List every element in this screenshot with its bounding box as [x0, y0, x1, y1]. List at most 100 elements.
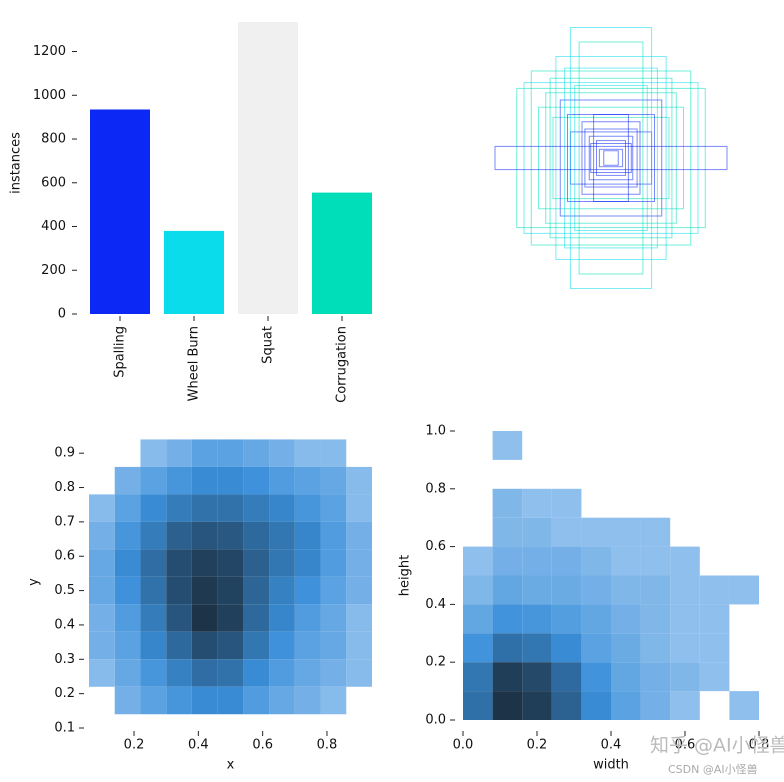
x-tick-label: 0.6	[675, 738, 696, 753]
hist-cell	[729, 633, 759, 662]
hist-cell	[522, 546, 552, 576]
hist-cell	[640, 517, 671, 547]
hist-cell	[581, 662, 611, 692]
hist-cell	[641, 431, 671, 460]
y-tick-label: 0.4	[425, 597, 446, 612]
hist-cell	[243, 439, 270, 467]
label-box	[564, 67, 658, 249]
hist-cell	[114, 494, 141, 522]
hist-cell	[243, 659, 270, 687]
hist-cell	[89, 631, 115, 660]
y-tick-label: 200	[41, 263, 66, 278]
label-box	[584, 128, 638, 188]
label-box	[559, 99, 663, 217]
hist-cell	[166, 686, 192, 715]
hist-cell	[700, 489, 730, 518]
hist-cell	[581, 633, 611, 663]
hist-cell	[699, 662, 730, 692]
x-tick-label: Wheel Burn	[187, 326, 202, 401]
y-tick-label: 0	[58, 307, 66, 322]
hist-cell	[640, 633, 671, 663]
label-box	[603, 150, 619, 166]
hist-cell	[346, 494, 372, 522]
hist-cell	[114, 576, 141, 605]
hist-cell	[551, 575, 582, 605]
label-box	[569, 27, 653, 289]
hist-cell	[700, 518, 730, 547]
hist-cell	[581, 489, 611, 518]
hist-cell	[140, 686, 167, 715]
hist-cell	[492, 488, 523, 518]
hist-cell	[492, 691, 523, 720]
hist-cell	[346, 521, 372, 550]
hist-cell	[191, 659, 218, 687]
hist-cell	[581, 460, 611, 489]
hist-cell	[729, 518, 759, 547]
hist-cell	[729, 431, 759, 460]
y-axis-label: height	[398, 555, 413, 596]
hist-cell	[492, 575, 523, 605]
hist-cell	[729, 575, 759, 605]
label-box	[588, 135, 634, 181]
bar	[312, 192, 372, 314]
hist-cell	[243, 576, 270, 605]
hist-cell	[463, 489, 493, 518]
x-tick-label: 0.4	[601, 738, 622, 753]
hist-cell	[140, 659, 167, 687]
label-box	[574, 85, 648, 231]
hist-cell	[140, 439, 167, 467]
hist-cell	[89, 521, 115, 550]
hist-cell	[700, 460, 730, 489]
label-box	[494, 145, 728, 171]
hist-cell	[166, 521, 192, 550]
y-tick-label: 0.4	[54, 617, 75, 632]
hist-cell	[670, 604, 700, 634]
hist-cell	[114, 686, 141, 715]
hist-cell	[670, 662, 700, 692]
hist-cell	[670, 546, 700, 576]
hist-cell	[89, 494, 115, 522]
x-tick-label: 0.8	[749, 738, 770, 753]
hist-cell	[191, 439, 218, 467]
hist-cell	[269, 659, 295, 687]
y-tick-label: 0.6	[54, 549, 75, 564]
y-tick-label: 0.5	[54, 583, 75, 598]
hist-cell	[346, 687, 372, 714]
y-tick-label: 0.2	[54, 686, 75, 701]
hist-cell	[320, 466, 347, 495]
hist-cell	[114, 604, 141, 632]
hist-cell	[611, 546, 641, 576]
x-axis-label: width	[593, 758, 629, 773]
hist-cell	[463, 460, 493, 489]
hist-cell	[670, 489, 700, 518]
hist-cell	[166, 494, 192, 522]
hist-cell	[581, 575, 611, 605]
hist-cell	[522, 517, 552, 547]
hist-cell	[269, 686, 295, 715]
hist-cell	[463, 662, 493, 692]
hist-cell	[346, 659, 372, 687]
hist-cell	[294, 494, 321, 522]
hist-cell	[346, 466, 372, 495]
hist-cell	[115, 439, 141, 466]
hist-cell	[611, 691, 641, 720]
hist-cell	[522, 604, 552, 634]
label-box	[545, 92, 677, 224]
hist-cell	[640, 546, 671, 576]
hist-cell	[294, 631, 321, 660]
label-box	[598, 148, 624, 168]
hist-cell	[243, 521, 270, 550]
hist-cell	[640, 604, 671, 634]
hist-cell	[217, 659, 244, 687]
hist-cell	[140, 494, 167, 522]
hist-cell	[729, 691, 759, 720]
y-tick-label: 0.8	[54, 480, 75, 495]
hist-cell	[269, 494, 295, 522]
hist-cell	[493, 460, 523, 489]
label-box	[523, 82, 699, 234]
hist-cell	[346, 576, 372, 605]
label-box	[555, 56, 667, 260]
hist-cell	[729, 604, 759, 633]
hist-cell	[269, 466, 295, 495]
hist-cell	[670, 518, 700, 547]
